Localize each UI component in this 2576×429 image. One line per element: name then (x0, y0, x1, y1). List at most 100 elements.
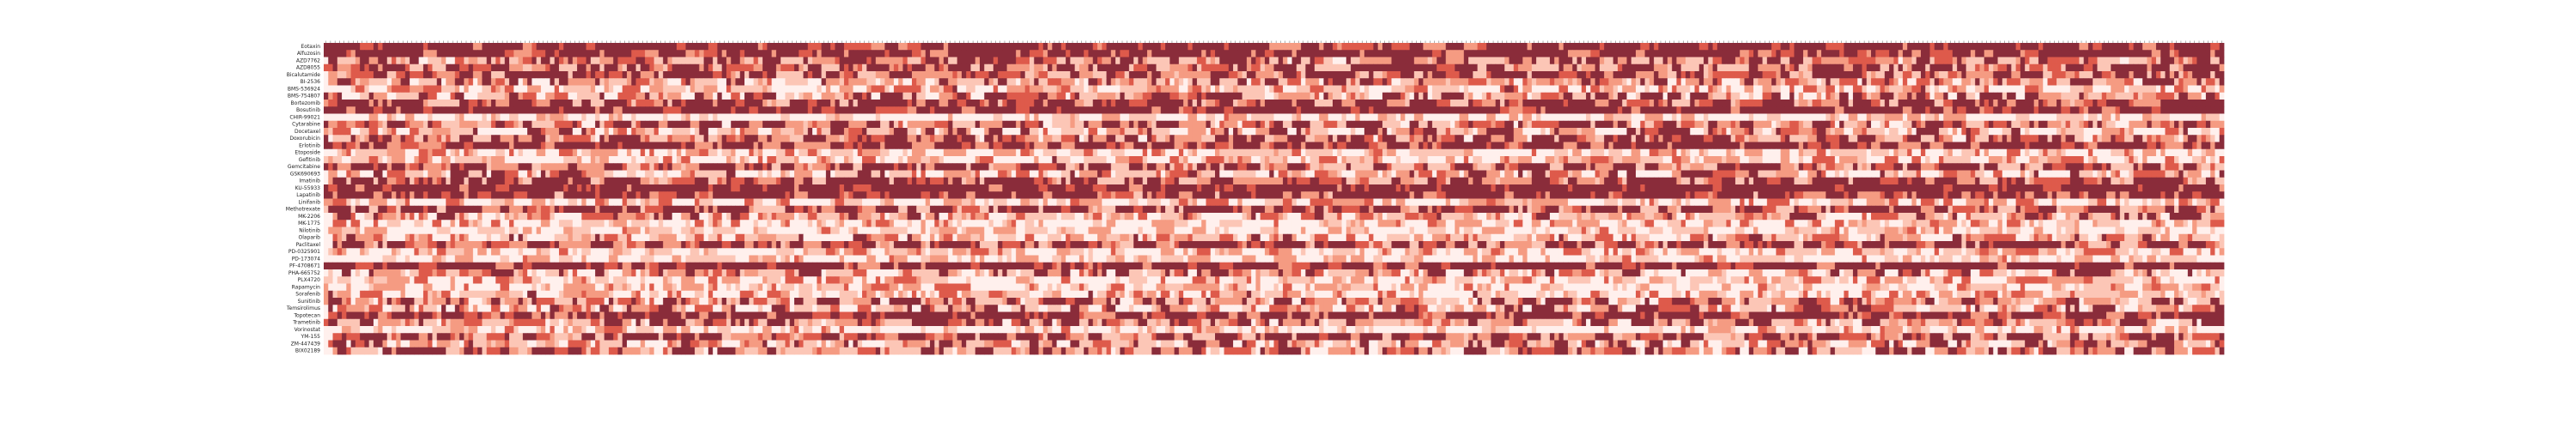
heatmap-cell (523, 50, 528, 57)
heatmap-cell (1907, 78, 1912, 86)
heatmap-cell (1564, 93, 1569, 100)
heatmap-cell (1930, 71, 1935, 79)
heatmap-cell (872, 50, 877, 57)
heatmap-cell (1432, 114, 1437, 122)
heatmap-cell (754, 106, 759, 114)
heatmap-cell (328, 93, 333, 100)
heatmap-cell (1297, 106, 1302, 114)
heatmap-cell (957, 86, 963, 94)
heatmap-cell (1193, 50, 1198, 57)
heatmap-cell (550, 86, 555, 94)
heatmap-cell (830, 86, 835, 94)
heatmap-cell (902, 50, 908, 57)
heatmap-cell (898, 114, 903, 122)
heatmap-cell (1237, 64, 1242, 72)
heatmap-cell (1211, 114, 1216, 122)
heatmap-cell (1704, 106, 1709, 114)
heatmap-cell (1012, 86, 1017, 94)
heatmap-cell (2120, 50, 2125, 57)
heatmap-cell (1971, 93, 1976, 100)
heatmap-cell (573, 43, 578, 51)
heatmap-cell (563, 71, 568, 79)
heatmap-cell (1921, 43, 1926, 51)
heatmap-cell (966, 106, 971, 114)
heatmap-cell (1292, 57, 1297, 65)
heatmap-cell (1242, 86, 1248, 94)
heatmap-cell (2066, 64, 2071, 72)
heatmap-cell (401, 93, 406, 100)
heatmap-cell (785, 78, 790, 86)
heatmap-cell (840, 78, 845, 86)
heatmap-cell (1410, 93, 1415, 100)
heatmap-cell (876, 64, 881, 72)
heatmap-cell (1550, 50, 1555, 57)
heatmap-cell (1432, 100, 1437, 107)
heatmap-cell (1351, 71, 1356, 79)
heatmap-cell (1255, 57, 1261, 65)
heatmap-cell (595, 43, 600, 51)
heatmap-cell (993, 78, 999, 86)
heatmap-cell (890, 64, 895, 72)
heatmap-cell (1102, 93, 1107, 100)
heatmap-cell (1342, 114, 1347, 122)
heatmap-cell (1961, 78, 1966, 86)
heatmap-cell (1464, 64, 1469, 72)
heatmap-cell (1437, 106, 1442, 114)
heatmap-cell (1419, 114, 1424, 122)
heatmap-cell (1925, 100, 1930, 107)
heatmap-cell (1975, 64, 1980, 72)
heatmap-cell (1794, 114, 1799, 122)
heatmap-cell (767, 50, 772, 57)
heatmap-cell (1803, 64, 1808, 72)
heatmap-cell (374, 71, 379, 79)
heatmap-cell (1771, 71, 1777, 79)
heatmap-cell (699, 100, 704, 107)
heatmap-cell (2048, 106, 2053, 114)
heatmap-cell (1378, 43, 1383, 51)
heatmap-cell (672, 71, 677, 79)
heatmap-cell (537, 86, 542, 94)
heatmap-cell (1880, 100, 1886, 107)
heatmap-cell (1052, 50, 1057, 57)
heatmap-cell (1197, 64, 1202, 72)
heatmap-cell (1885, 106, 1890, 114)
heatmap-cell (1237, 71, 1242, 79)
heatmap-cell (1193, 106, 1198, 114)
heatmap-cell (1287, 43, 1292, 51)
heatmap-cell (2070, 43, 2075, 51)
row-label: PHA-665752 (289, 270, 320, 276)
heatmap-cell (713, 50, 718, 57)
heatmap-cell (1165, 86, 1170, 94)
heatmap-cell (1143, 50, 1148, 57)
heatmap-cell (1002, 64, 1007, 72)
heatmap-cell (641, 100, 646, 107)
heatmap-cell (848, 106, 854, 114)
heatmap-cell (916, 78, 921, 86)
heatmap-cell (1966, 57, 1971, 65)
heatmap-cell (1654, 78, 1659, 86)
heatmap-cell (2166, 78, 2171, 86)
heatmap-cell (532, 106, 537, 114)
heatmap-cell (934, 57, 939, 65)
heatmap-cell (1020, 43, 1025, 51)
heatmap-cell (1867, 86, 1872, 94)
heatmap-cell (1717, 64, 1722, 72)
heatmap-cell (1568, 100, 1573, 107)
heatmap-cell (948, 57, 953, 65)
heatmap-cell (1961, 106, 1966, 114)
heatmap-cell (1943, 78, 1948, 86)
heatmap-cell (1875, 43, 1880, 51)
heatmap-cell (378, 71, 383, 79)
heatmap-cell (599, 64, 605, 72)
heatmap-cell (1305, 86, 1310, 94)
heatmap-cell (2210, 71, 2215, 79)
heatmap-cell (822, 106, 827, 114)
heatmap-cell (649, 64, 654, 72)
heatmap-cell (1043, 57, 1048, 65)
heatmap-cell (817, 78, 822, 86)
heatmap-cell (2152, 57, 2157, 65)
heatmap-cell (686, 57, 691, 65)
heatmap-cell (1333, 100, 1338, 107)
heatmap-cell (1215, 57, 1220, 65)
heatmap-cell (993, 57, 999, 65)
